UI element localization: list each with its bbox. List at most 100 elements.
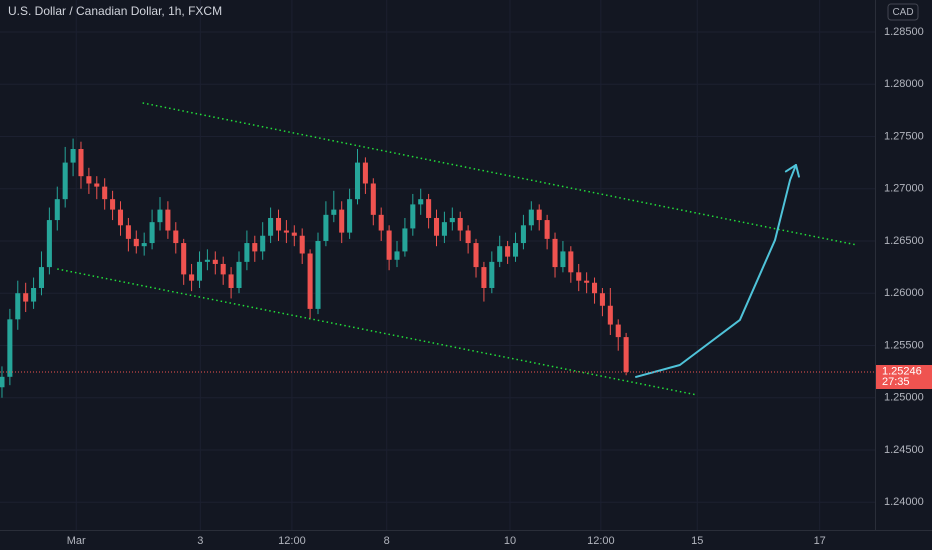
candle-body [212, 259, 218, 264]
candle-body [260, 235, 266, 252]
candle-body [196, 261, 203, 281]
candle-body [299, 235, 305, 254]
candle-body [173, 230, 179, 244]
countdown: 27:35 [882, 376, 910, 388]
candle-body [157, 209, 163, 223]
y-tick-label: 1.24500 [884, 444, 924, 456]
candle-body [394, 251, 400, 260]
y-tick-label: 1.26500 [884, 235, 924, 247]
candle-body [38, 267, 45, 288]
projection-arrowhead [784, 163, 797, 173]
candle-body [481, 267, 487, 288]
candle-body [402, 228, 408, 252]
axes: 1.24000 1.24500 1.25000 1.25500 1.26000 1.265… [67, 26, 932, 547]
candle-body [520, 225, 526, 244]
candle-body [378, 214, 384, 231]
y-tick-label: 1.27500 [884, 130, 924, 142]
y-tick-label: 1.27000 [884, 183, 924, 195]
candle-body [181, 243, 187, 275]
candle-body [426, 199, 432, 218]
chart-title: U.S. Dollar / Canadian Dollar, 1h, FXCM [8, 4, 222, 18]
x-tick-label: 17 [814, 535, 826, 547]
candle-body [125, 225, 131, 239]
candle-body [544, 220, 550, 239]
candle-body [0, 376, 5, 388]
candle-body [7, 319, 13, 377]
candle-body [457, 217, 463, 231]
candle-body [623, 337, 629, 373]
candle-body [370, 183, 376, 215]
candle-body [347, 199, 353, 233]
x-tick-label: Mar [67, 535, 86, 547]
candle-body [465, 230, 471, 244]
candle-body [110, 199, 116, 210]
candle-body [149, 222, 155, 244]
candle-body [512, 243, 519, 257]
candle-body [102, 186, 108, 200]
y-tick-label: 1.25000 [884, 392, 924, 404]
candle-body [418, 199, 424, 205]
last-price-label: 1.25246 [882, 365, 922, 377]
candle-body [386, 230, 392, 260]
candle-body [568, 251, 574, 273]
candle-body [362, 162, 368, 184]
candle-body [607, 305, 613, 325]
x-tick-label: 10 [504, 535, 516, 547]
candle-body [323, 214, 329, 241]
candle-body [489, 261, 495, 288]
candle-body [331, 209, 337, 215]
currency-box[interactable] [887, 3, 919, 21]
candle-body [354, 162, 361, 200]
currency[interactable]: CAD [892, 7, 913, 18]
candle-body [283, 230, 289, 233]
candle-body [62, 162, 68, 200]
candle-body [236, 261, 242, 288]
candle-body [528, 209, 534, 226]
candle-body [268, 217, 274, 236]
candle-body [15, 293, 21, 320]
candle-body [576, 272, 582, 281]
candle-body [584, 280, 590, 283]
candle-body [315, 240, 321, 309]
candle-body [70, 149, 76, 163]
y-tick-label: 1.25500 [884, 339, 924, 351]
candle-body [497, 246, 503, 262]
candle-body [275, 217, 282, 231]
candle-body [94, 183, 100, 187]
candle-body [560, 251, 566, 268]
candle-body [441, 222, 447, 236]
candle-body [433, 217, 440, 236]
candle-body [339, 209, 345, 233]
candle-body [78, 149, 84, 177]
candle-body [591, 282, 598, 294]
y-tick-label: 1.24000 [884, 496, 924, 508]
candle-body [252, 243, 258, 252]
candle-body [228, 274, 234, 288]
trend-line [57, 268, 698, 396]
candle-body [615, 324, 621, 338]
candle-body [204, 259, 210, 262]
grid [0, 0, 875, 530]
candle-body [86, 176, 92, 184]
last-price-box [876, 365, 932, 390]
candle-body [54, 199, 60, 221]
candle-body [31, 287, 37, 302]
candle-body [599, 293, 605, 306]
candle-body [449, 217, 455, 223]
x-tick-label: 8 [384, 535, 390, 547]
candle-body [117, 209, 124, 226]
projection-curve [635, 163, 797, 378]
candle-body [141, 243, 147, 247]
candle-body [23, 293, 29, 302]
y-tick-label: 1.28500 [884, 26, 924, 38]
candle-body [505, 246, 511, 257]
candle-body [46, 220, 52, 268]
candle-body [410, 204, 416, 229]
y-tick-label: 1.26000 [884, 287, 924, 299]
x-tick-label: 15 [691, 535, 703, 547]
candle-body [307, 253, 313, 309]
candle-body [244, 243, 250, 262]
